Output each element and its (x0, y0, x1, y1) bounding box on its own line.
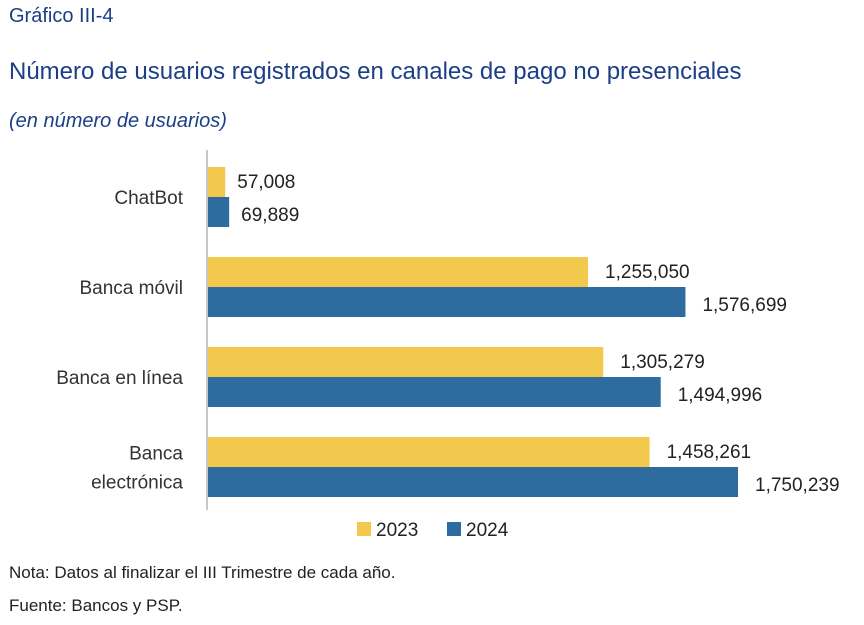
bar-2024 (208, 197, 230, 227)
bar-2023 (208, 347, 604, 377)
data-label-2024: 1,576,699 (702, 295, 787, 316)
legend-label-2024: 2024 (466, 520, 509, 541)
bar-2023 (208, 257, 589, 287)
chart-source: Fuente: Bancos y PSP. (9, 596, 183, 615)
data-label-2024: 1,750,239 (755, 475, 840, 496)
bar-2024 (208, 377, 661, 407)
data-label-2024: 69,889 (241, 205, 299, 226)
legend-swatch-2024 (447, 522, 461, 536)
category-label: Banca electrónica (91, 444, 183, 494)
bar-2024 (208, 287, 686, 317)
chart-note: Nota: Datos al finalizar el III Trimestr… (9, 563, 396, 582)
data-label-2023: 1,305,279 (620, 352, 705, 373)
chart-subtitle: (en número de usuarios) (9, 110, 227, 132)
category-label: Banca móvil (80, 278, 184, 299)
category-label: ChatBot (114, 188, 183, 209)
chart-title: Número de usuarios registrados en canale… (9, 58, 742, 85)
bar-chart: ChatBot 57,008 69,889 Banca móvil 1,255,050 1… (56, 150, 840, 541)
category-label: Banca en línea (56, 368, 183, 389)
legend-swatch-2023 (357, 522, 371, 536)
data-label-2024: 1,494,996 (678, 385, 763, 406)
figure-number: Gráfico III-4 (9, 5, 114, 27)
data-label-2023: 1,458,261 (667, 442, 752, 463)
bar-2023 (208, 167, 226, 197)
data-label-2023: 1,255,050 (605, 262, 690, 283)
bar-2023 (208, 437, 650, 467)
data-label-2023: 57,008 (237, 172, 295, 193)
bar-2024 (208, 467, 738, 497)
legend-label-2023: 2023 (376, 520, 418, 541)
